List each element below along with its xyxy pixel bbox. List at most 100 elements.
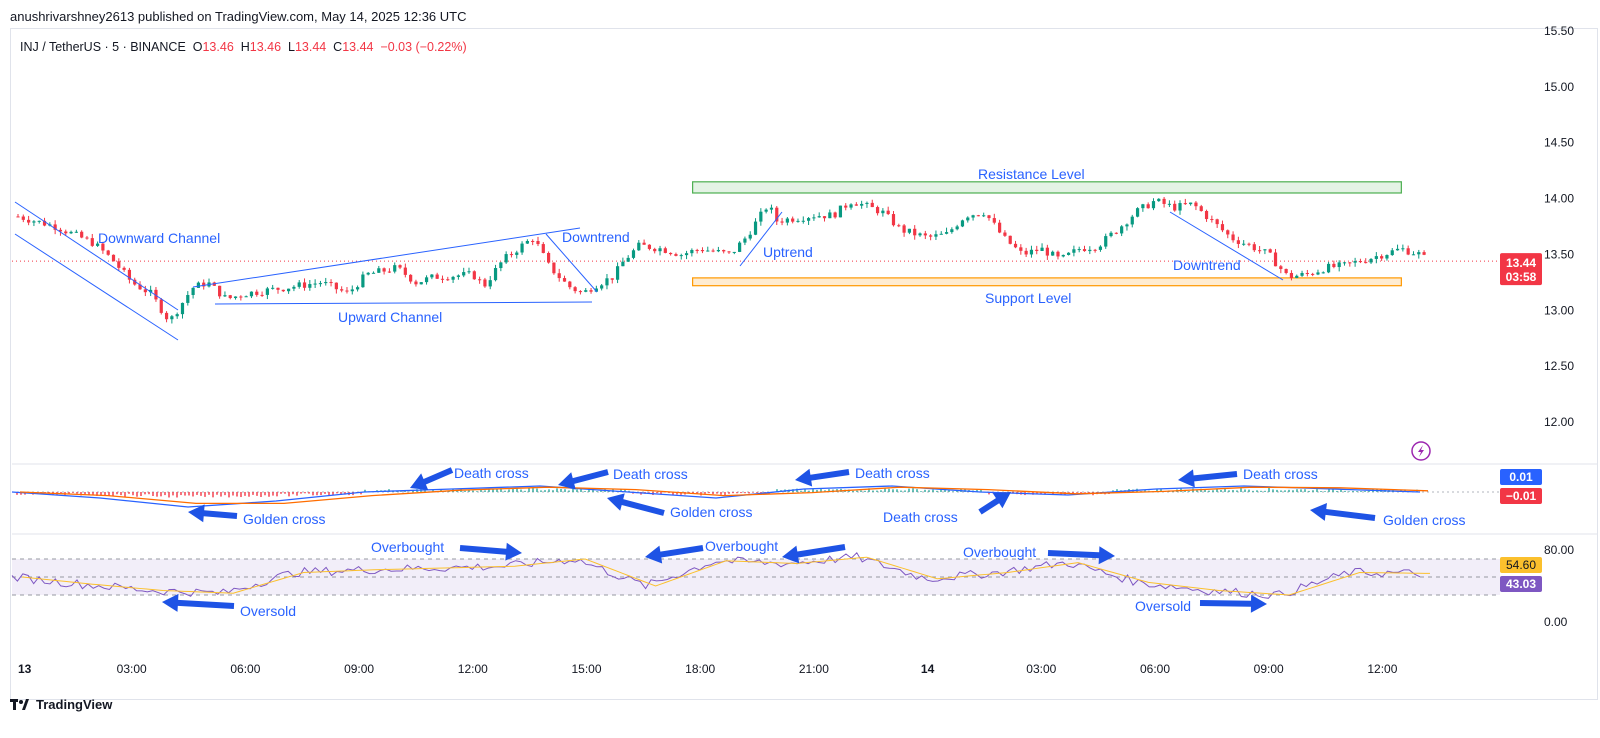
footer-logo[interactable]: TradingView [10, 697, 112, 712]
downtrend-label-2: Downtrend [1173, 257, 1241, 273]
macd-bar [1368, 490, 1370, 492]
macd-bar [16, 492, 18, 495]
candle-body [90, 238, 94, 246]
candle-body [1364, 262, 1368, 264]
macd-bar [20, 492, 22, 495]
candle-body [1342, 262, 1347, 264]
macd-bar [476, 491, 478, 492]
candle-body [154, 289, 158, 300]
candle-body [37, 220, 41, 222]
macd-bar [496, 489, 498, 492]
candle-body [1077, 249, 1081, 251]
macd-bar [488, 488, 490, 492]
macd-bar [1216, 489, 1218, 492]
macd-bar [484, 490, 486, 492]
macd-bar [740, 492, 742, 494]
candle-body [191, 287, 195, 295]
candle-body [1130, 216, 1134, 225]
macd-bar [1228, 490, 1230, 492]
macd-bar [864, 490, 866, 492]
macd-annotation-golden-cross-3: Golden cross [1383, 512, 1465, 528]
macd-bar [1300, 489, 1302, 492]
candles-group [16, 197, 1426, 324]
candle-body [281, 289, 285, 292]
macd-bar [552, 490, 554, 492]
macd-bar [924, 489, 926, 492]
macd-bar [480, 489, 482, 492]
candle-body [1273, 252, 1278, 267]
candle-body [1337, 262, 1341, 268]
candle-body [1289, 272, 1294, 278]
macd-bar [80, 492, 82, 496]
candle-body [451, 276, 455, 280]
macd-bar [600, 490, 602, 492]
candle-body [1300, 272, 1304, 276]
candle-body [196, 282, 201, 288]
macd-bar [308, 492, 310, 494]
candle-body [164, 312, 169, 320]
macd-bar [148, 492, 150, 495]
high-label: H [240, 40, 250, 54]
candle-body [1348, 262, 1352, 264]
macd-bar [800, 490, 802, 492]
time-axis-tick: 12:00 [1367, 662, 1397, 676]
candle-body [340, 289, 344, 291]
macd-bar [508, 489, 510, 492]
macd-bar [1308, 490, 1310, 492]
macd-bar [432, 490, 434, 492]
macd-bar [1036, 492, 1038, 494]
candle-body [753, 221, 758, 235]
macd-bar [284, 492, 286, 494]
macd-bar [240, 492, 242, 498]
candle-body [1003, 232, 1007, 236]
macd-bar [656, 492, 658, 494]
macd-bar [468, 490, 470, 492]
high-value: 13.46 [249, 40, 282, 54]
candle-body [536, 240, 540, 245]
candle-body [1374, 256, 1378, 259]
candle-body [939, 233, 943, 235]
price-axis-tick: 14.00 [1544, 192, 1574, 206]
candle-body [1104, 236, 1108, 247]
price-axis-tick: 12.50 [1544, 359, 1574, 373]
price-axis-tick: 14.50 [1544, 136, 1574, 150]
candle-body [679, 255, 683, 257]
candle-body [621, 261, 625, 267]
macd-bar [1220, 490, 1222, 492]
candle-body [833, 212, 837, 218]
time-axis-tick: 18:00 [685, 662, 715, 676]
macd-bar [292, 492, 294, 495]
rsi-axis-tick: 80.00 [1544, 543, 1574, 557]
macd-signal-line [19, 486, 1429, 505]
ohlc-legend: INJ / TetherUS · 5 · BINANCE O13.46 H13.… [20, 40, 467, 54]
macd-bar [712, 492, 714, 495]
symbol-name[interactable]: INJ / TetherUS · 5 · BINANCE [20, 40, 186, 54]
candle-body [886, 210, 890, 215]
macd-bar [868, 488, 870, 492]
macd-annotation-death-cross-4: Death cross [883, 509, 958, 525]
macd-annotation-golden-cross-1: Golden cross [243, 511, 325, 527]
macd-bar [236, 492, 238, 497]
rsi-tag-upper: 54.60 [1506, 558, 1536, 572]
macd-bar [264, 492, 266, 496]
change-value: −0.03 (−0.22%) [380, 40, 467, 54]
candle-body [642, 242, 646, 245]
macd-bar [856, 490, 858, 492]
macd-bar [268, 492, 270, 497]
candle-body [541, 244, 545, 253]
macd-bar [828, 489, 830, 492]
candle-body [897, 225, 901, 227]
macd-bar [1200, 488, 1202, 492]
candle-body [1326, 263, 1331, 273]
rsi-tag-lower: 43.03 [1506, 577, 1536, 591]
macd-bar [1212, 490, 1214, 492]
candle-body [1051, 251, 1055, 256]
macd-bar [104, 492, 106, 496]
downtrend-line-2 [1169, 211, 1284, 281]
candle-body [854, 204, 858, 206]
candle-body [1194, 202, 1198, 207]
macd-bar [812, 488, 814, 492]
macd-bar [304, 492, 306, 494]
macd-bar [820, 488, 822, 492]
